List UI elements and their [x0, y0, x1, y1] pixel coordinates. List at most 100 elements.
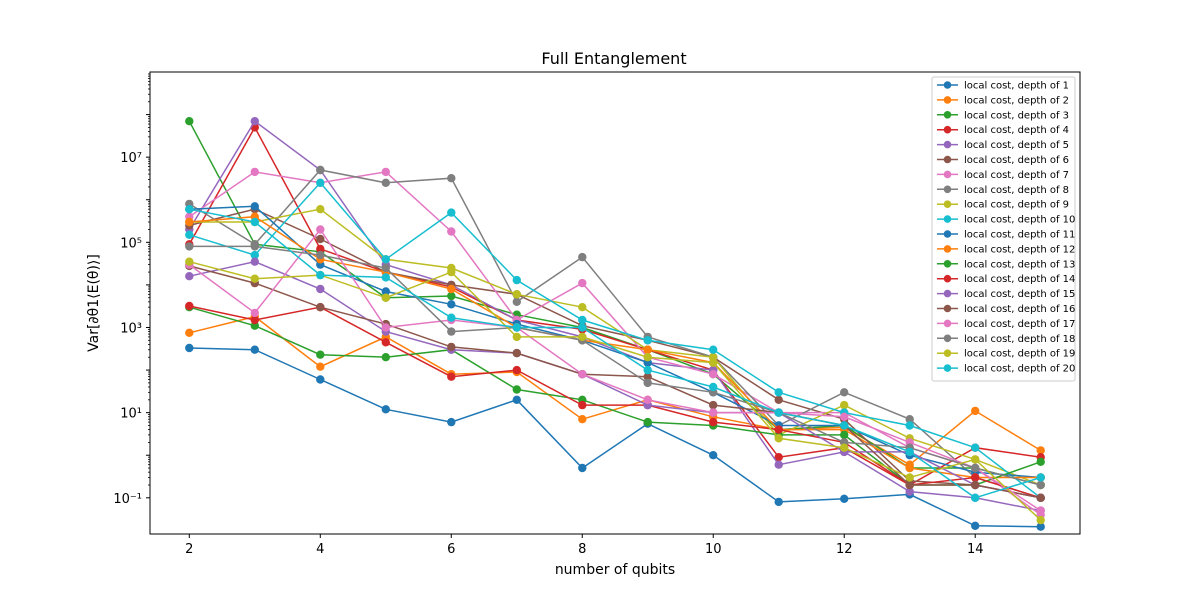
data-point	[1036, 506, 1045, 515]
data-point	[709, 345, 718, 354]
data-point	[971, 406, 980, 416]
series-17	[185, 225, 1045, 515]
data-point	[971, 443, 980, 452]
legend-item: local cost, depth of 15	[937, 289, 1075, 300]
legend-marker	[943, 319, 952, 328]
data-point	[447, 291, 456, 301]
data-point	[512, 323, 521, 332]
data-point	[578, 315, 587, 325]
data-point	[250, 315, 259, 325]
legend-item: local cost, depth of 14	[937, 274, 1075, 285]
legend-marker	[943, 140, 952, 149]
data-point	[250, 167, 259, 177]
data-point	[643, 417, 652, 427]
series-line	[189, 315, 1042, 466]
data-point	[250, 257, 259, 266]
legend-label: local cost, depth of 9	[964, 200, 1069, 211]
data-point	[512, 395, 521, 404]
legend-marker	[943, 81, 952, 89]
legend-label: local cost, depth of 17	[964, 319, 1075, 330]
series-line	[188, 120, 1041, 486]
data-point	[447, 372, 456, 381]
data-point	[774, 395, 783, 404]
data-point	[381, 353, 390, 362]
data-point	[316, 270, 325, 280]
series-line	[189, 260, 1041, 499]
series-15	[185, 257, 1045, 502]
series-line	[188, 120, 1041, 512]
series-7	[185, 167, 1045, 519]
data-point	[578, 252, 587, 262]
data-point	[512, 385, 521, 394]
series-line	[188, 169, 1041, 499]
data-point	[185, 205, 194, 214]
data-point	[971, 463, 980, 473]
x-tick-label: 14	[967, 542, 984, 557]
legend-item: local cost, depth of 12	[937, 244, 1075, 255]
legend-item: local cost, depth of 16	[937, 304, 1075, 315]
data-point	[447, 208, 456, 217]
chart-title: Full Entanglement	[541, 49, 686, 68]
data-point	[1036, 522, 1045, 531]
legend-label: local cost, depth of 1	[964, 81, 1069, 92]
data-point	[316, 225, 325, 234]
legend-label: local cost, depth of 19	[964, 349, 1075, 360]
data-point	[447, 267, 456, 277]
data-point	[1036, 493, 1045, 502]
legend-marker	[943, 230, 952, 238]
data-point	[840, 443, 849, 452]
legend-marker	[943, 349, 952, 358]
data-point	[185, 217, 194, 227]
legend-label: local cost, depth of 10	[964, 215, 1075, 226]
data-point	[578, 415, 587, 424]
data-point	[447, 174, 456, 183]
data-point	[512, 275, 521, 285]
legend-marker	[943, 274, 952, 283]
data-point	[447, 417, 456, 427]
y-axis-label: Var[∂θ1⟨E(θ)⟩]	[86, 254, 102, 352]
data-point	[512, 348, 521, 358]
data-point	[512, 332, 521, 342]
data-point	[316, 284, 325, 294]
data-point	[643, 395, 652, 404]
data-point	[643, 378, 652, 388]
data-point	[971, 455, 980, 464]
data-point	[840, 400, 849, 410]
data-point	[643, 353, 652, 362]
series-14	[185, 301, 1045, 502]
legend-item: local cost, depth of 6	[937, 155, 1069, 166]
legend-label: local cost, depth of 4	[964, 125, 1069, 136]
data-point	[578, 463, 587, 473]
data-point	[381, 273, 390, 282]
series-line	[189, 208, 1041, 499]
legend-marker	[943, 334, 952, 343]
data-point	[316, 362, 325, 371]
series-18	[185, 242, 1045, 490]
data-point	[774, 460, 783, 469]
data-point	[1036, 480, 1045, 490]
legend-marker	[943, 215, 952, 223]
data-point	[905, 480, 914, 490]
series-line	[189, 260, 1042, 521]
data-point	[381, 405, 390, 414]
legend-label: local cost, depth of 7	[964, 170, 1069, 181]
legend-marker	[943, 155, 952, 164]
data-point	[316, 234, 325, 244]
series-20	[185, 205, 1045, 502]
series-line	[188, 171, 1042, 516]
series-line	[189, 205, 1041, 479]
data-point	[840, 388, 849, 397]
legend-label: local cost, depth of 3	[964, 110, 1069, 121]
legend-marker	[943, 260, 952, 268]
data-point	[185, 242, 194, 251]
y-tick-label: 10³	[120, 321, 142, 336]
data-point	[643, 336, 652, 345]
legend-label: local cost, depth of 20	[964, 364, 1075, 375]
data-point	[316, 178, 325, 187]
data-point	[971, 521, 980, 530]
data-point	[774, 434, 783, 443]
y-tick-label: 10⁻¹	[113, 492, 142, 507]
legend-label: local cost, depth of 12	[964, 244, 1075, 255]
data-point	[840, 421, 849, 430]
y-tick-label: 10¹	[120, 407, 142, 422]
